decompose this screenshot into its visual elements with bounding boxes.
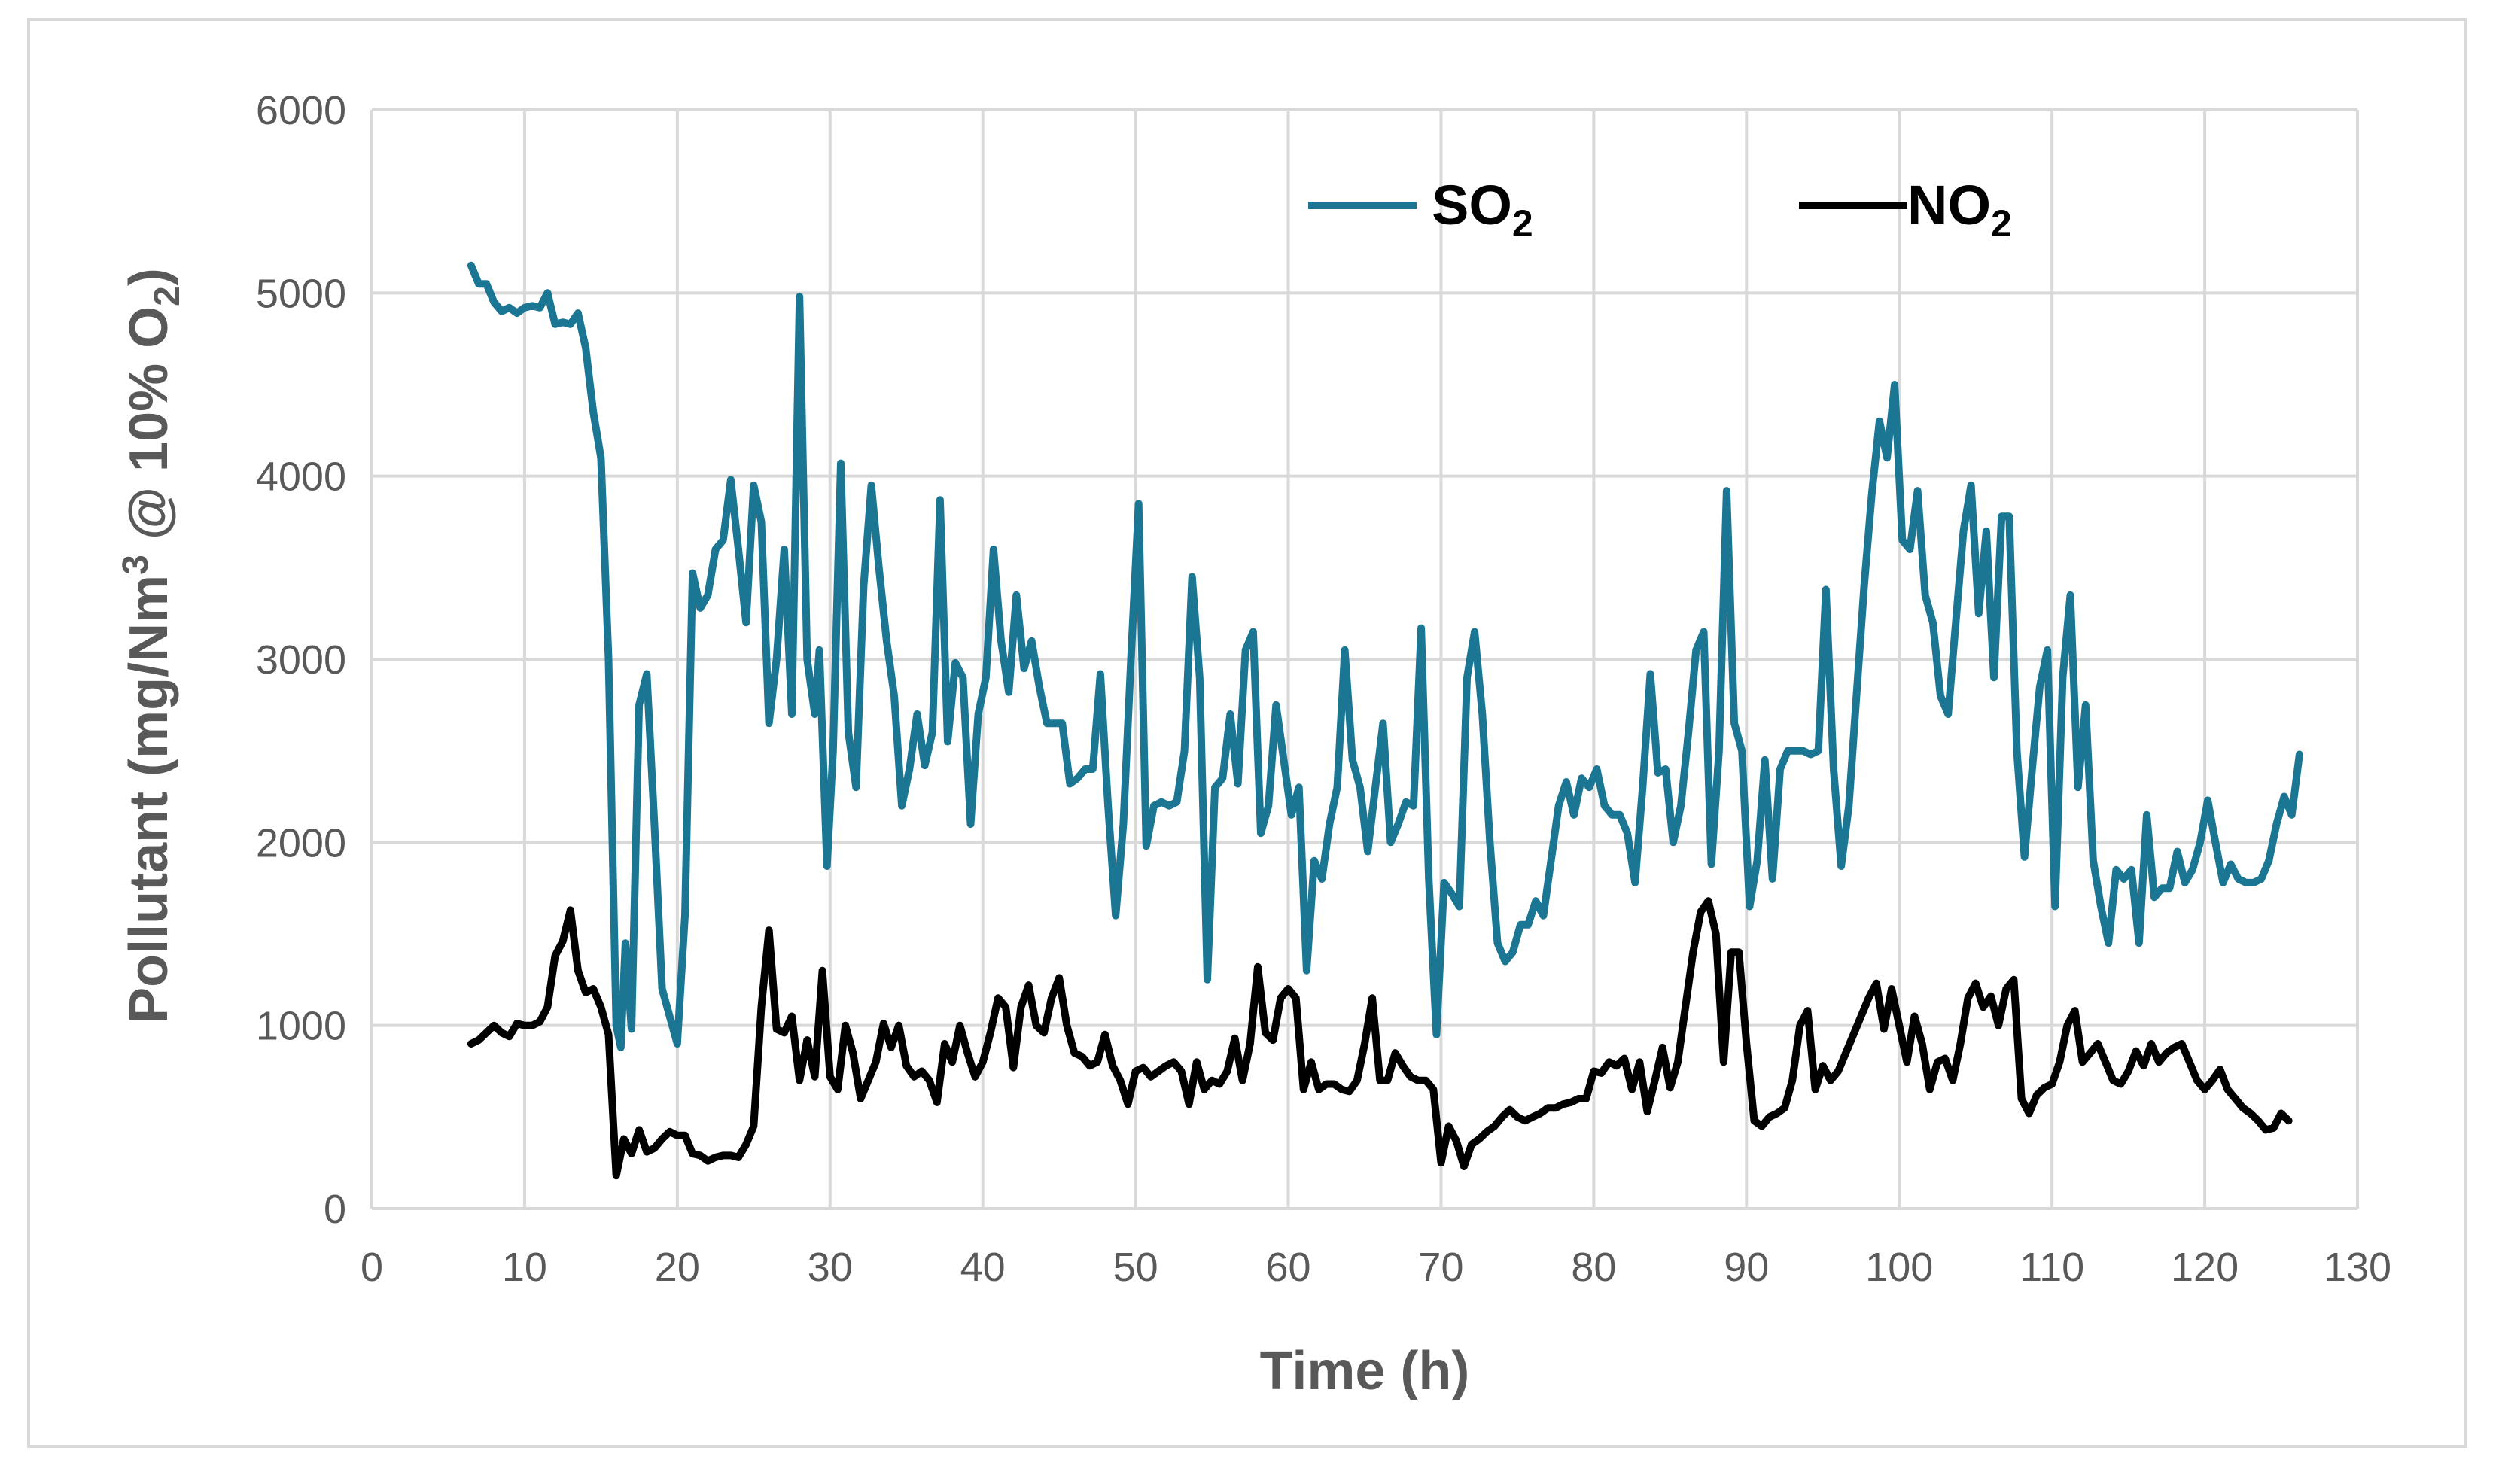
x-tick-label: 120	[2171, 1245, 2239, 1290]
x-axis-title: Time (h)	[1260, 1341, 1470, 1401]
y-axis-title-main: Pollutant (mg/Nm	[119, 575, 179, 1023]
y-tick-label: 5000	[256, 271, 346, 316]
y-tick-labels: 0 1000 2000 3000 4000 5000 6000	[256, 88, 346, 1232]
x-tick-label: 10	[502, 1245, 547, 1290]
legend-entry-so2: SO2	[1308, 174, 1533, 245]
series-line-so2	[467, 261, 2303, 1051]
series-line-no2	[467, 897, 2293, 1180]
y-axis-title: Pollutant (mg/Nm3 @ 10% O2)	[116, 268, 187, 1023]
x-tick-label: 60	[1265, 1245, 1310, 1290]
y-tick-label: 3000	[256, 637, 346, 683]
y-axis-title-sub: 2	[148, 286, 187, 306]
x-tick-label: 130	[2324, 1245, 2391, 1290]
x-tick-labels: 0 10 20 30 40 50 60 70 80 90 100 110 120 130	[361, 1245, 2391, 1290]
y-axis-title-end: )	[119, 268, 179, 286]
chart-frame: 0 1000 2000 3000 4000 5000 6000 0 10 20 30 40 50 60 7…	[27, 18, 2467, 1448]
legend-label-no2: NO2	[1907, 174, 2012, 245]
x-tick-label: 0	[361, 1245, 383, 1290]
line-chart: 0 1000 2000 3000 4000 5000 6000 0 10 20 30 40 50 60 7…	[116, 88, 2391, 1401]
x-tick-label: 70	[1418, 1245, 1463, 1290]
y-axis-title-mid: @ 10% O	[119, 306, 179, 555]
x-tick-label: 50	[1113, 1245, 1158, 1290]
legend-label-so2: SO2	[1432, 174, 1533, 245]
x-tick-label: 80	[1571, 1245, 1616, 1290]
legend-entry-no2: NO2	[1799, 174, 2012, 245]
y-tick-label: 1000	[256, 1004, 346, 1049]
series-lines	[467, 261, 2303, 1180]
x-tick-label: 20	[655, 1245, 700, 1290]
y-tick-label: 2000	[256, 820, 346, 865]
x-tick-label: 40	[960, 1245, 1006, 1290]
y-tick-label: 4000	[256, 455, 346, 500]
legend: SO2 NO2	[1308, 174, 2012, 245]
x-tick-label: 90	[1724, 1245, 1769, 1290]
y-tick-label: 0	[324, 1187, 346, 1232]
x-tick-label: 100	[1865, 1245, 1933, 1290]
y-tick-label: 6000	[256, 88, 346, 133]
y-axis-title-sup: 3	[116, 555, 156, 575]
x-tick-label: 30	[808, 1245, 853, 1290]
x-tick-label: 110	[2020, 1245, 2084, 1290]
